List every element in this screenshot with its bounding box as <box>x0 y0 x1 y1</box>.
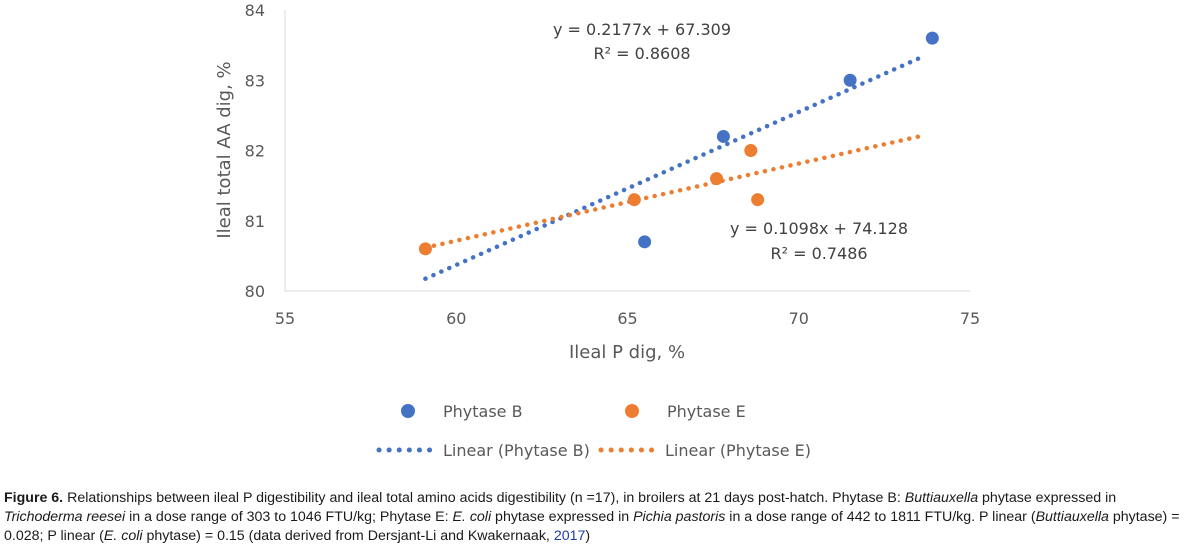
r2-phytase-e: R² = 0.7486 <box>770 244 867 263</box>
data-point-phytase-e <box>418 242 432 256</box>
data-point-phytase-e <box>751 193 765 207</box>
caption-species: Buttiauxella <box>1035 509 1109 525</box>
legend-label-phytase-b: Phytase B <box>443 402 523 421</box>
y-axis-title: Ileal total AA dig, % <box>214 61 235 238</box>
data-point-phytase-b <box>638 235 652 249</box>
x-tick-label: 55 <box>275 309 295 328</box>
caption-text: ) <box>585 528 591 544</box>
x-tick-label: 75 <box>960 309 980 328</box>
caption-host: Trichoderma reesei <box>4 509 126 525</box>
legend-label-linear-phytase-b: Linear (Phytase B) <box>443 441 590 460</box>
trendline-phytase-e <box>423 132 928 250</box>
caption-species: E. coli <box>103 528 143 544</box>
legend-marker-phytase-e <box>625 404 639 418</box>
data-point-phytase-e <box>627 193 641 207</box>
caption-label: Figure 6. <box>4 490 64 506</box>
data-point-phytase-e <box>744 144 758 157</box>
caption-text: phytase expressed in <box>491 509 634 525</box>
caption-text: phytase) = 0.15 (data derived from Dersj… <box>142 528 554 544</box>
data-point-phytase-b <box>843 73 857 87</box>
y-tick-label: 83 <box>245 71 265 90</box>
data-point-phytase-b <box>716 129 730 143</box>
equation-phytase-e: y = 0.1098x + 74.128 <box>730 219 908 238</box>
r2-phytase-b: R² = 0.8608 <box>593 44 690 63</box>
caption-host: Pichia pastoris <box>633 509 726 525</box>
x-axis-title: Ileal P dig, % <box>569 342 685 363</box>
x-tick-label: 65 <box>617 309 637 328</box>
caption-text: phytase expressed in <box>978 490 1117 506</box>
y-tick-label: 84 <box>245 1 265 20</box>
citation-year-link[interactable]: 2017 <box>553 528 586 544</box>
legend-label-linear-phytase-e: Linear (Phytase E) <box>665 441 811 460</box>
legend-marker-phytase-b <box>401 404 415 418</box>
y-tick-label: 81 <box>245 212 265 231</box>
data-point-phytase-e <box>710 172 724 186</box>
trendlines <box>423 53 928 281</box>
scatter-chart: 55 60 65 70 75 80 81 82 83 84 Ileal P dig, % Ilea… <box>214 1 981 460</box>
data-points <box>418 31 939 256</box>
tick-labels: 55 60 65 70 75 80 81 82 83 84 <box>245 1 981 328</box>
caption-text: phytase) = 0.028; P linear ( <box>4 509 1180 544</box>
data-point-phytase-b <box>925 31 939 45</box>
axes <box>284 10 970 292</box>
caption-species: E. coli <box>452 509 492 525</box>
y-tick-label: 82 <box>245 142 265 161</box>
caption-species: Buttiauxella <box>904 490 979 506</box>
x-tick-label: 70 <box>789 309 809 328</box>
x-tick-label: 60 <box>446 309 466 328</box>
equation-phytase-b: y = 0.2177x + 67.309 <box>553 20 731 39</box>
legend: Phytase B Phytase E Linear (Phytase B) L… <box>376 402 811 460</box>
caption-text: in a dose range of 442 to 1811 FTU/kg. P… <box>725 509 1036 525</box>
y-tick-label: 80 <box>245 282 265 301</box>
caption-text: in a dose range of 303 to 1046 FTU/kg; P… <box>125 509 453 525</box>
caption-text: Relationships between ileal P digestibil… <box>63 490 905 506</box>
figure-caption: Figure 6. Relationships between ileal P … <box>4 489 1198 546</box>
legend-label-phytase-e: Phytase E <box>667 402 746 421</box>
